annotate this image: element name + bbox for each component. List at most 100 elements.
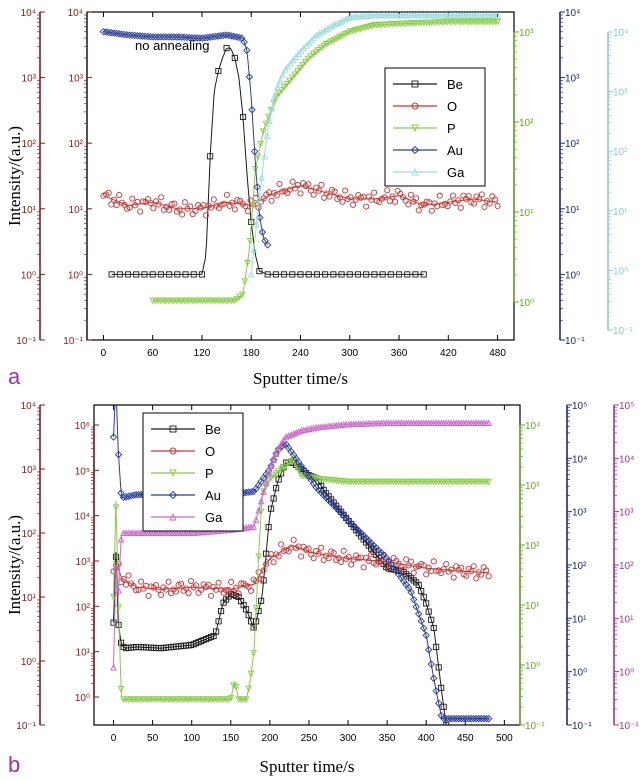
point-ga (285, 432, 292, 439)
y-tick-label: 10³ (76, 557, 91, 568)
point-ga (295, 428, 302, 435)
point-au (444, 714, 453, 723)
y-tick-label: 10⁴ (75, 512, 90, 523)
point-o (124, 205, 131, 212)
x-tick-label: 300 (340, 733, 357, 744)
point-p (299, 62, 307, 69)
series-o (110, 536, 492, 599)
point-au (479, 714, 488, 723)
point-o (443, 560, 450, 568)
point-o (368, 551, 375, 558)
point-o (192, 207, 199, 214)
point-o (494, 202, 501, 210)
point-au (133, 31, 142, 40)
point-o (215, 579, 222, 586)
point-o (155, 586, 162, 593)
point-o (178, 580, 185, 587)
x-tick-label: 100 (183, 733, 200, 744)
point-be (418, 588, 425, 595)
point-ga (258, 173, 266, 181)
point-o (450, 574, 457, 581)
point-o (384, 187, 391, 194)
point-o (268, 197, 275, 204)
point-o (171, 200, 178, 207)
series-ga (247, 12, 501, 278)
point-be (387, 271, 394, 278)
point-be (330, 271, 337, 278)
point-au (188, 33, 196, 42)
point-o (137, 208, 144, 215)
y-axis-left-outer: 10⁻¹ 10⁰ 10¹ 10² 10³ 10⁴ (16, 401, 45, 732)
point-au (146, 33, 155, 41)
point-be (461, 748, 466, 753)
point-be (451, 748, 456, 753)
point-au (462, 714, 470, 723)
point-ga (287, 431, 295, 438)
point-o (105, 189, 112, 196)
point-p (259, 128, 267, 136)
point-au (424, 645, 433, 654)
point-p (338, 32, 346, 40)
y-tick-label: 10⁰ (613, 266, 628, 277)
y-axis-right-1: 10⁻¹ 10⁰ 10¹ 10² 10³ 10⁴ (519, 421, 545, 732)
point-au (149, 33, 157, 41)
point-au (414, 610, 423, 618)
x-tick-label: 350 (379, 733, 396, 744)
legend-label: P (447, 121, 456, 136)
point-o (116, 192, 123, 199)
point-be (223, 45, 230, 52)
point-o (129, 195, 136, 202)
point-au (249, 487, 258, 496)
point-au (449, 714, 458, 723)
point-be (404, 271, 411, 278)
point-be (438, 684, 445, 691)
point-ga (112, 563, 120, 571)
point-o (420, 562, 427, 569)
point-p (255, 553, 262, 561)
point-be (273, 485, 280, 492)
y-tick-label: 10¹ (22, 593, 37, 604)
point-ga (318, 28, 326, 35)
point-be (112, 553, 120, 560)
y-tick-label: 10³ (519, 28, 534, 39)
point-o (418, 201, 425, 209)
point-o (348, 561, 355, 568)
point-o (187, 203, 194, 210)
point-ga (280, 436, 287, 444)
point-au (196, 34, 204, 42)
point-ga (253, 220, 260, 228)
point-o (305, 181, 312, 188)
y-axis-left-inner: 10⁰ 10¹ 10² 10³ 10⁴ 10⁵ 10⁶ (75, 421, 99, 704)
point-o (378, 558, 385, 565)
point-o (375, 558, 382, 565)
point-ga (289, 56, 297, 64)
point-au (477, 714, 485, 723)
point-be (265, 524, 272, 531)
point-be (430, 624, 437, 632)
point-ga (250, 523, 257, 530)
point-be (305, 271, 312, 278)
point-be (258, 597, 265, 604)
point-o (318, 544, 325, 551)
y-tick-label: 10² (22, 529, 37, 540)
point-p (344, 29, 351, 37)
point-be (141, 271, 148, 278)
point-ga (257, 497, 265, 505)
point-o (289, 178, 296, 185)
point-o (202, 212, 209, 219)
y-tick-label: 10⁻¹ (525, 721, 545, 732)
point-be (338, 271, 345, 278)
legend-marker (411, 80, 419, 88)
point-o (448, 566, 455, 573)
point-o (365, 557, 372, 565)
point-p (252, 605, 260, 612)
y-tick-label: 10⁴ (613, 28, 628, 39)
point-o (428, 207, 435, 214)
x-tick-label: 240 (292, 348, 309, 359)
point-ga (272, 450, 280, 457)
point-be (215, 618, 222, 625)
point-be (281, 271, 288, 278)
point-ga (266, 117, 273, 124)
y-tick-label: 10² (613, 147, 628, 158)
y-axis-left-inner: 10⁻¹ 10⁰ 10¹ 10² 10³ 10⁴ (63, 8, 92, 347)
